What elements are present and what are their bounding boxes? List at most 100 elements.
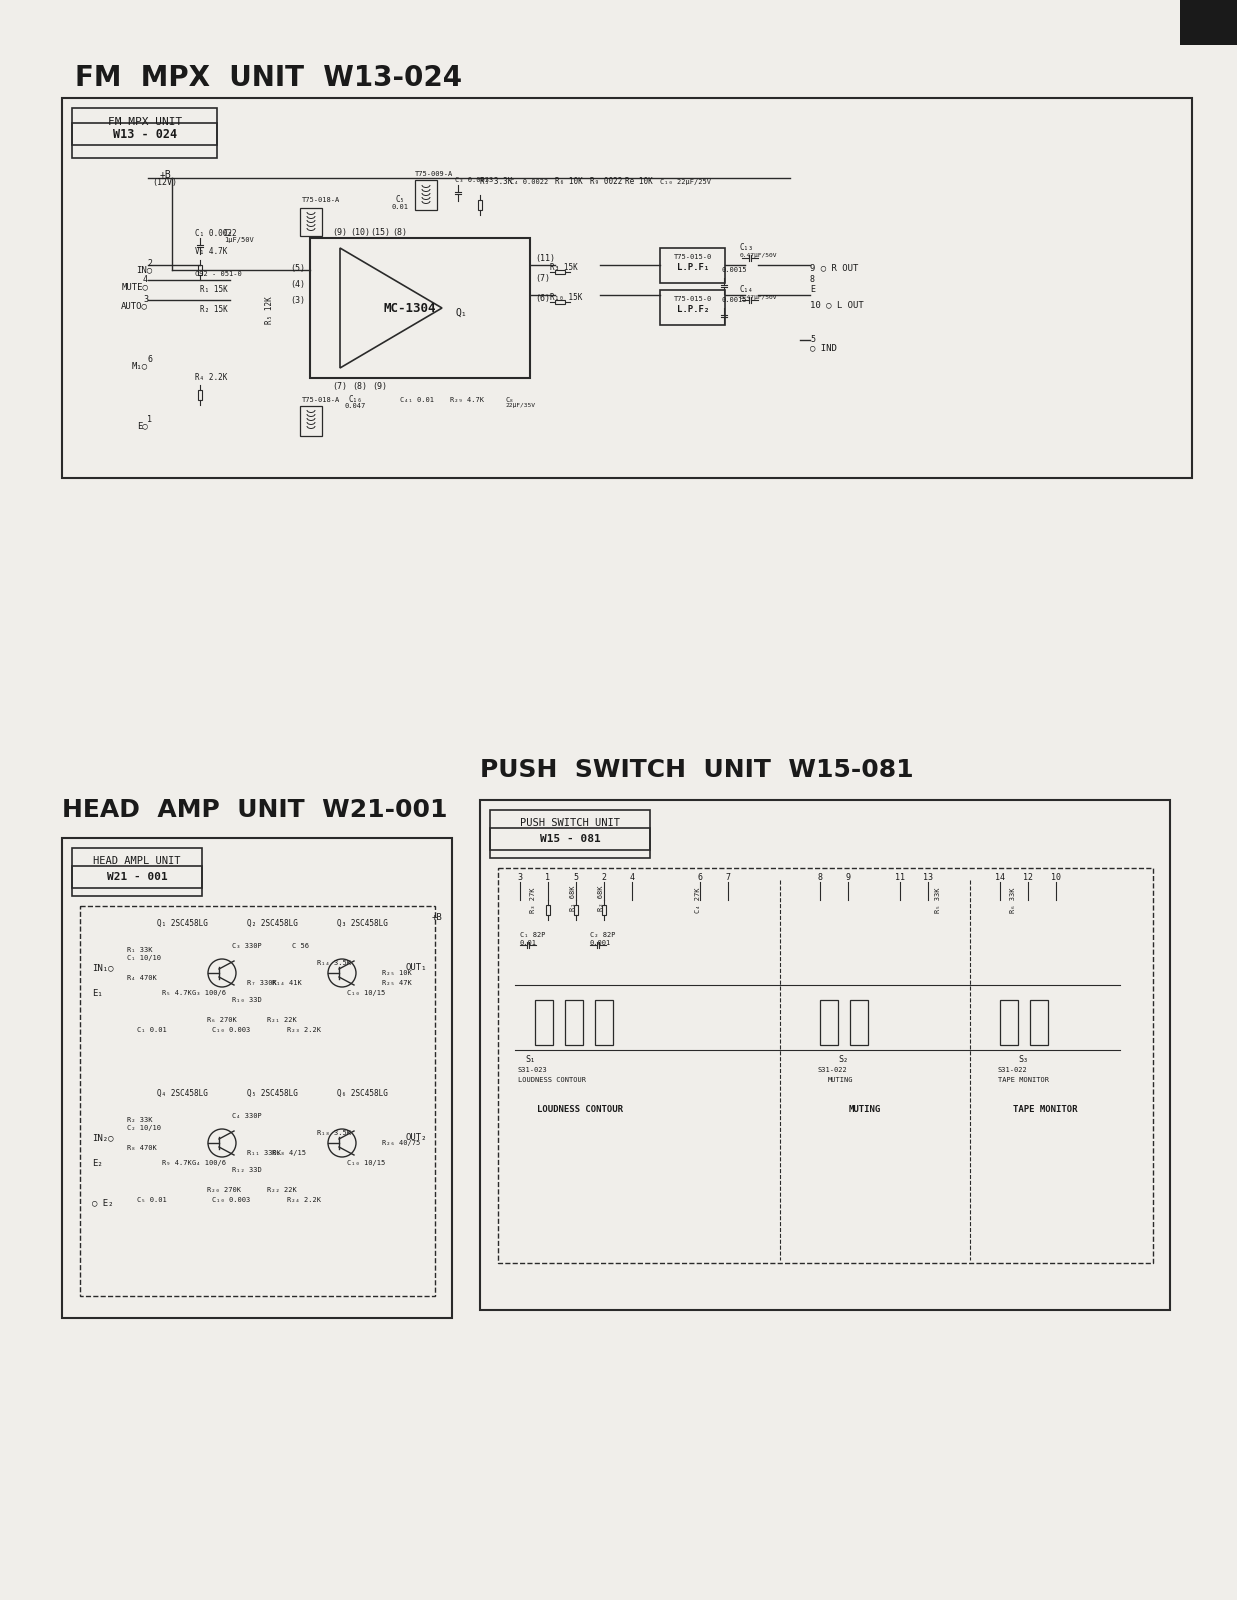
Text: 14: 14 (995, 874, 1004, 883)
Text: FM  MPX  UNIT  W13-024: FM MPX UNIT W13-024 (75, 64, 463, 91)
Bar (1180, 0, 1237, 45)
Text: HEAD  AMP  UNIT  W21-001: HEAD AMP UNIT W21-001 (62, 798, 448, 822)
Text: C₁ 0.0022: C₁ 0.0022 (195, 229, 236, 237)
Text: R₄ 2.2K: R₄ 2.2K (195, 373, 228, 382)
Text: R₂₀ 270K: R₂₀ 270K (207, 1187, 241, 1194)
Text: C₄ 27K: C₄ 27K (695, 888, 701, 912)
Text: R₂₃ 2.2K: R₂₃ 2.2K (287, 1027, 320, 1034)
Text: E₁: E₁ (92, 989, 103, 997)
Text: C₄₁ 0.01: C₄₁ 0.01 (400, 397, 434, 403)
Text: R₁₁ 330K: R₁₁ 330K (247, 1150, 281, 1155)
Text: 13: 13 (923, 874, 933, 883)
Text: Q₁ 2SC458LG: Q₁ 2SC458LG (157, 918, 208, 928)
Text: T75-018-A: T75-018-A (302, 197, 340, 203)
Text: +B: +B (160, 170, 172, 179)
Text: (3): (3) (289, 296, 306, 304)
Text: 0.01: 0.01 (520, 939, 537, 946)
Bar (301, 406, 322, 435)
Text: Q₆ 2SC458LG: Q₆ 2SC458LG (336, 1088, 388, 1098)
Text: 6: 6 (698, 874, 703, 883)
Text: C₂ 82P: C₂ 82P (590, 931, 616, 938)
Text: 10: 10 (1051, 874, 1061, 883)
Bar (574, 906, 578, 915)
Text: FM MPX UNIT: FM MPX UNIT (108, 117, 182, 126)
Text: OUT₁: OUT₁ (406, 963, 427, 973)
Text: 9: 9 (846, 874, 851, 883)
Text: R₂₁ 22K: R₂₁ 22K (267, 1018, 297, 1022)
Text: E: E (810, 285, 815, 294)
Text: 0.47μF/50V: 0.47μF/50V (740, 253, 778, 258)
Text: IN₂○: IN₂○ (92, 1133, 114, 1142)
Bar (480, 800, 1170, 1310)
Text: (10): (10) (350, 229, 370, 237)
Text: C₁₃: C₁₃ (740, 243, 753, 253)
Text: R₁₂ 33D: R₁₂ 33D (233, 1166, 262, 1173)
Bar (72, 848, 202, 896)
Text: W21 - 001: W21 - 001 (106, 872, 167, 882)
Text: (8): (8) (353, 381, 367, 390)
Text: C₁₀ 0.003: C₁₀ 0.003 (212, 1027, 250, 1034)
Bar (661, 248, 725, 283)
Bar (850, 1000, 868, 1045)
Text: R₅ 33K: R₅ 33K (935, 888, 941, 912)
Text: R₆ 270K: R₆ 270K (207, 1018, 236, 1022)
Text: 3: 3 (517, 874, 522, 883)
Bar (499, 867, 1153, 1262)
Text: E○: E○ (137, 421, 148, 430)
Text: 1: 1 (147, 416, 152, 424)
Text: 0.0015: 0.0015 (722, 267, 747, 274)
Bar (1030, 1000, 1048, 1045)
Bar (565, 1000, 583, 1045)
Text: S₃: S₃ (1018, 1056, 1028, 1064)
Text: R₆ 10K: R₆ 10K (555, 178, 583, 187)
Text: G₄ 100/6: G₄ 100/6 (192, 1160, 226, 1166)
Text: R₂₆ 40/75: R₂₆ 40/75 (382, 1139, 421, 1146)
Text: C₈: C₈ (505, 397, 513, 403)
Text: PUSH  SWITCH  UNIT  W15-081: PUSH SWITCH UNIT W15-081 (480, 758, 914, 782)
Text: 4: 4 (630, 874, 635, 883)
Text: LOUDNESS CONTOUR: LOUDNESS CONTOUR (518, 1077, 586, 1083)
Text: (5): (5) (289, 264, 306, 272)
Text: R₁₈ 3.5K: R₁₈ 3.5K (317, 1130, 351, 1136)
Bar (477, 200, 482, 210)
Text: 0.0015: 0.0015 (722, 298, 747, 302)
Bar (310, 238, 529, 378)
Text: E₂: E₂ (92, 1158, 103, 1168)
Text: C₃ 0.0033: C₃ 0.0033 (455, 178, 494, 182)
Text: M₁○: M₁○ (132, 362, 148, 371)
Text: AUTO○: AUTO○ (121, 301, 148, 310)
Text: R₂ 68K: R₂ 68K (597, 885, 604, 910)
Text: (7): (7) (534, 274, 550, 283)
Text: W15 - 081: W15 - 081 (539, 834, 600, 845)
Text: OUT₂: OUT₂ (406, 1133, 427, 1142)
Text: +B: +B (432, 914, 442, 923)
Bar (546, 906, 550, 915)
Bar (820, 1000, 837, 1045)
Text: C₅ 0.01: C₅ 0.01 (137, 1197, 167, 1203)
Text: MUTE○: MUTE○ (121, 283, 148, 291)
Text: 3: 3 (143, 296, 148, 304)
Text: R₁₀ 15K: R₁₀ 15K (550, 293, 583, 302)
Text: 2: 2 (147, 259, 152, 267)
Text: C₁ 0.01: C₁ 0.01 (137, 1027, 167, 1034)
Text: R₉ 4.7K: R₉ 4.7K (162, 1160, 192, 1166)
Text: 12: 12 (1023, 874, 1033, 883)
Text: C₂: C₂ (224, 229, 234, 237)
Bar (999, 1000, 1018, 1045)
Text: R₁ 15K: R₁ 15K (200, 285, 228, 294)
Text: 9 ○ R OUT: 9 ○ R OUT (810, 264, 858, 272)
Text: R₄ 470K: R₄ 470K (127, 974, 157, 981)
Text: T75-018-A: T75-018-A (302, 397, 340, 403)
Bar (555, 301, 565, 304)
Text: Q₃ 2SC458LG: Q₃ 2SC458LG (336, 918, 388, 928)
Text: C₁₀ 10/15: C₁₀ 10/15 (348, 1160, 385, 1166)
Text: C₄ 330P: C₄ 330P (233, 1114, 262, 1118)
Text: 2: 2 (601, 874, 606, 883)
Bar (301, 208, 322, 235)
Bar (72, 109, 216, 158)
Text: R₅ 4.7K: R₅ 4.7K (162, 990, 192, 995)
Text: C₃ 330P: C₃ 330P (233, 942, 262, 949)
Text: R₂₄ 2.2K: R₂₄ 2.2K (287, 1197, 320, 1203)
Text: R₁₀ 33D: R₁₀ 33D (233, 997, 262, 1003)
Bar (198, 390, 202, 400)
